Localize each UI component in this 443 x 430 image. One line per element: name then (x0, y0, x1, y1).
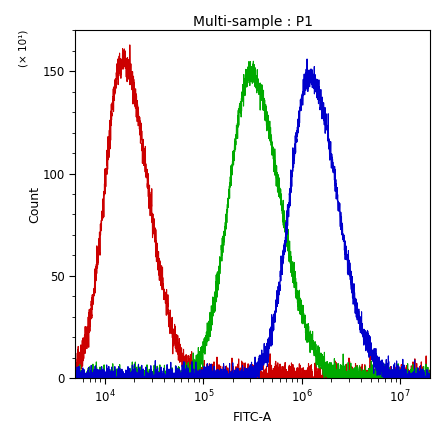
Text: (× 10¹): (× 10¹) (19, 30, 29, 68)
Title: Multi-sample : P1: Multi-sample : P1 (193, 15, 312, 29)
X-axis label: FITC-A: FITC-A (233, 411, 272, 424)
Y-axis label: Count: Count (28, 186, 41, 223)
